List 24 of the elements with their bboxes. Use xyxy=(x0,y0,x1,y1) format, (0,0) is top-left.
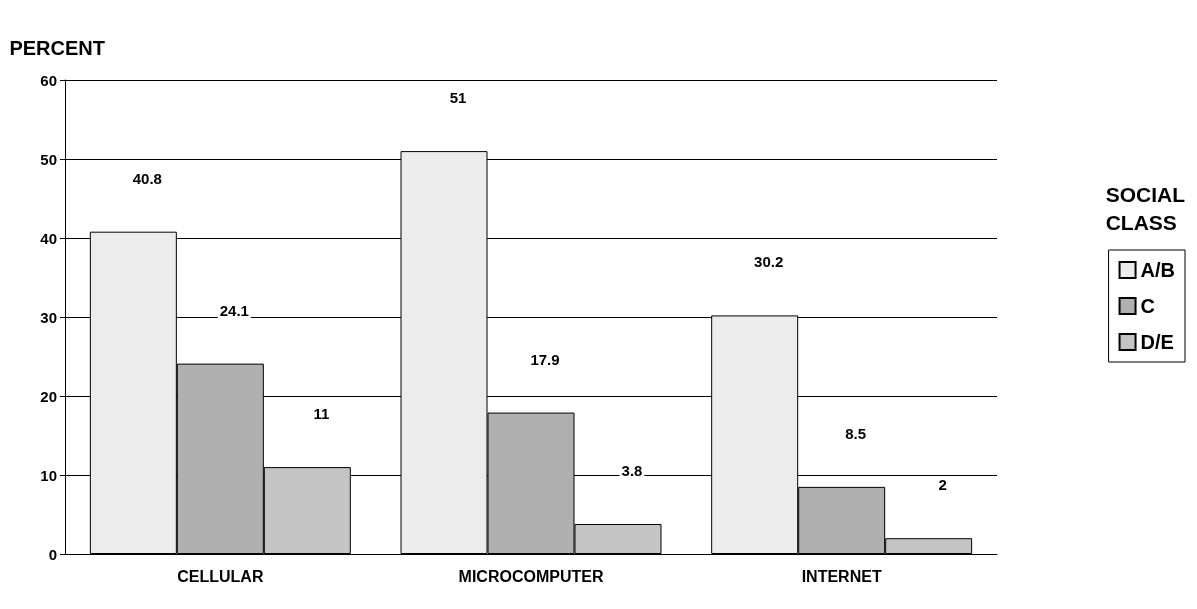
legend-label: D/E xyxy=(1140,331,1174,353)
x-tick-label: MICROCOMPUTER xyxy=(458,567,604,585)
y-tick-label: 60 xyxy=(40,71,57,89)
x-tick-label: INTERNET xyxy=(801,567,882,585)
y-tick-label: 10 xyxy=(40,466,57,484)
x-tick-label: CELLULAR xyxy=(177,567,264,585)
data-label: 8.5 xyxy=(845,424,867,442)
legend-title: SOCIAL CLASS xyxy=(1105,182,1186,234)
legend-label: C xyxy=(1140,295,1156,317)
data-label: 40.8 xyxy=(132,169,162,187)
data-label: 30.2 xyxy=(754,253,784,271)
y-axis-title: PERCENT xyxy=(9,37,105,59)
y-tick-label: 30 xyxy=(40,308,57,326)
y-tick-label: 40 xyxy=(40,229,57,247)
data-label: 51 xyxy=(449,89,467,107)
data-label: 24.1 xyxy=(219,301,249,319)
legend-label: A/B xyxy=(1140,259,1176,281)
data-label: 2 xyxy=(938,476,947,494)
y-tick-label: 0 xyxy=(48,545,57,563)
y-tick-label: 50 xyxy=(40,150,57,168)
data-label: 11 xyxy=(313,405,330,423)
y-tick-label: 20 xyxy=(40,387,57,405)
data-label: 3.8 xyxy=(621,461,643,479)
data-label: 17.9 xyxy=(530,350,560,368)
